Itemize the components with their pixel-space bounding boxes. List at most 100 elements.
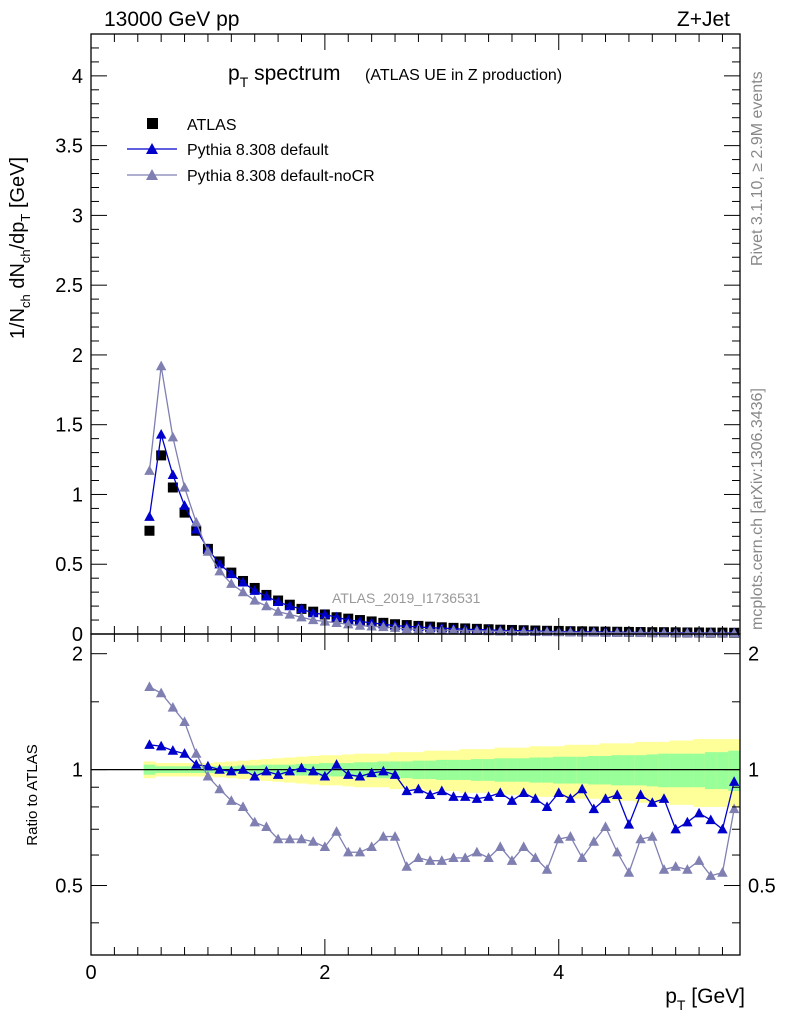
ratio-point-default [296, 762, 307, 773]
rivet-label: Rivet 3.1.10, ≥ 2.9M events [749, 71, 766, 266]
x-tick-label: 2 [319, 962, 330, 984]
data-point-nocr [202, 546, 214, 556]
ratio-point-nocr [459, 852, 471, 862]
data-point-default [237, 576, 249, 587]
data-point-default [284, 600, 296, 611]
band-inner-segment [587, 755, 601, 785]
mcplots-label: mcplots.cern.ch [arXiv:1306.3436] [749, 388, 766, 630]
data-point-nocr [249, 595, 260, 605]
data-point-nocr [401, 623, 412, 634]
y-tick-label-main: 2.5 [55, 275, 83, 297]
data-point-default [179, 500, 190, 510]
band-inner-segment [634, 755, 647, 786]
ratio-point-default [202, 760, 214, 771]
band-inner-segment [658, 753, 671, 788]
ratio-point-default [413, 783, 424, 794]
ratio-point-nocr [296, 833, 307, 844]
data-point-default [307, 607, 319, 618]
y-tick-label-ratio: 2 [72, 644, 83, 666]
axes-frames [90, 33, 741, 956]
data-point-default [144, 511, 155, 521]
data-point-nocr [331, 617, 342, 627]
ratio-point-nocr [541, 864, 553, 874]
data-point-default [249, 585, 260, 595]
ratio-point-nocr [530, 852, 541, 862]
ratio-point-nocr [448, 852, 459, 862]
ratio-point-nocr [436, 855, 448, 865]
y-axis-label-ratio: Ratio to ATLAS [24, 744, 41, 845]
y-tick-label-main: 3.5 [55, 136, 83, 158]
ratio-point-nocr [647, 831, 658, 841]
ratio-point-default [565, 793, 576, 803]
x-tick-label: 4 [553, 962, 564, 984]
data-point-default [319, 608, 331, 619]
ratio-point-nocr [600, 821, 611, 832]
data-point-default [261, 590, 272, 601]
ratio-point-default [424, 789, 436, 799]
legend-marker-nocr [146, 169, 158, 180]
ratio-point-default [144, 739, 155, 749]
data-point-nocr [682, 627, 693, 638]
y-tick-label-main: 0 [72, 624, 83, 646]
data-point-nocr [144, 465, 155, 475]
legend-marker-atlas [147, 118, 158, 129]
ratio-point-nocr [214, 783, 225, 794]
ratio-point-default [693, 807, 705, 818]
data-point-nocr [179, 481, 190, 492]
data-point-atlas [179, 507, 190, 518]
title-sub: T [240, 74, 249, 90]
ratio-point-default [389, 769, 401, 779]
y-tick-label-ratio-right: 1 [748, 760, 759, 782]
ratio-point-nocr [307, 836, 319, 846]
ratio-point-nocr [261, 821, 272, 832]
ratio-point-nocr [483, 852, 494, 862]
ratio-point-nocr [658, 864, 670, 874]
ratio-point-default [261, 765, 272, 776]
band-inner-segment [646, 754, 659, 787]
legend: ATLAS Pythia 8.308 default Pythia 8.308 … [127, 117, 375, 185]
y-axis-label-main: 1/Nch dNch/dpT [GeV] [7, 157, 33, 339]
y-tick-label-main: 1.5 [55, 415, 83, 437]
ratio-point-default [682, 816, 693, 827]
data-point-nocr [167, 431, 179, 442]
ratio-point-default [518, 787, 529, 798]
ratio-point-default [191, 759, 202, 769]
data-point-nocr [471, 625, 483, 636]
ratio-point-nocr [366, 841, 377, 851]
data-point-default [226, 568, 237, 579]
ratio-point-nocr [284, 833, 296, 844]
data-point-nocr [155, 360, 167, 371]
data-point-nocr [495, 625, 506, 636]
ratio-point-default [214, 764, 225, 774]
ratio-point-default [459, 791, 471, 801]
ratio-point-default [728, 776, 740, 786]
band-inner-segment [681, 753, 694, 788]
plot-title-note: (ATLAS UE in Z production) [365, 67, 562, 84]
ratio-point-default [658, 793, 670, 803]
y-tick-label-ratio-right: 2 [748, 644, 759, 666]
ratio-point-nocr [191, 748, 202, 758]
data-point-nocr [658, 627, 670, 638]
ratio-point-nocr [202, 770, 214, 781]
ratio-point-nocr [272, 833, 284, 844]
ratio-point-default [401, 785, 412, 796]
ratio-point-default [366, 767, 377, 778]
data-point-atlas [167, 482, 178, 493]
legend-label-atlas: ATLAS [187, 117, 237, 134]
ratio-point-nocr [682, 864, 693, 874]
data-point-nocr [307, 614, 319, 625]
ratio-point-default [600, 793, 611, 803]
ratio-point-nocr [588, 836, 600, 846]
tick-layer: 00.511.522.533.540 2 40.5 0.51 12 2 [55, 34, 776, 984]
y-tick-label-ratio-right: 0.5 [748, 876, 776, 898]
ratio-point-default [541, 801, 553, 812]
ratio-point-default [319, 770, 331, 781]
legend-marker-default [146, 143, 158, 154]
data-point-default [167, 469, 179, 480]
data-point-nocr [343, 618, 354, 629]
band-inner-segment [611, 755, 624, 786]
data-point-nocr [728, 627, 740, 638]
ratio-point-default [331, 759, 342, 769]
ratio-point-nocr [237, 801, 249, 812]
